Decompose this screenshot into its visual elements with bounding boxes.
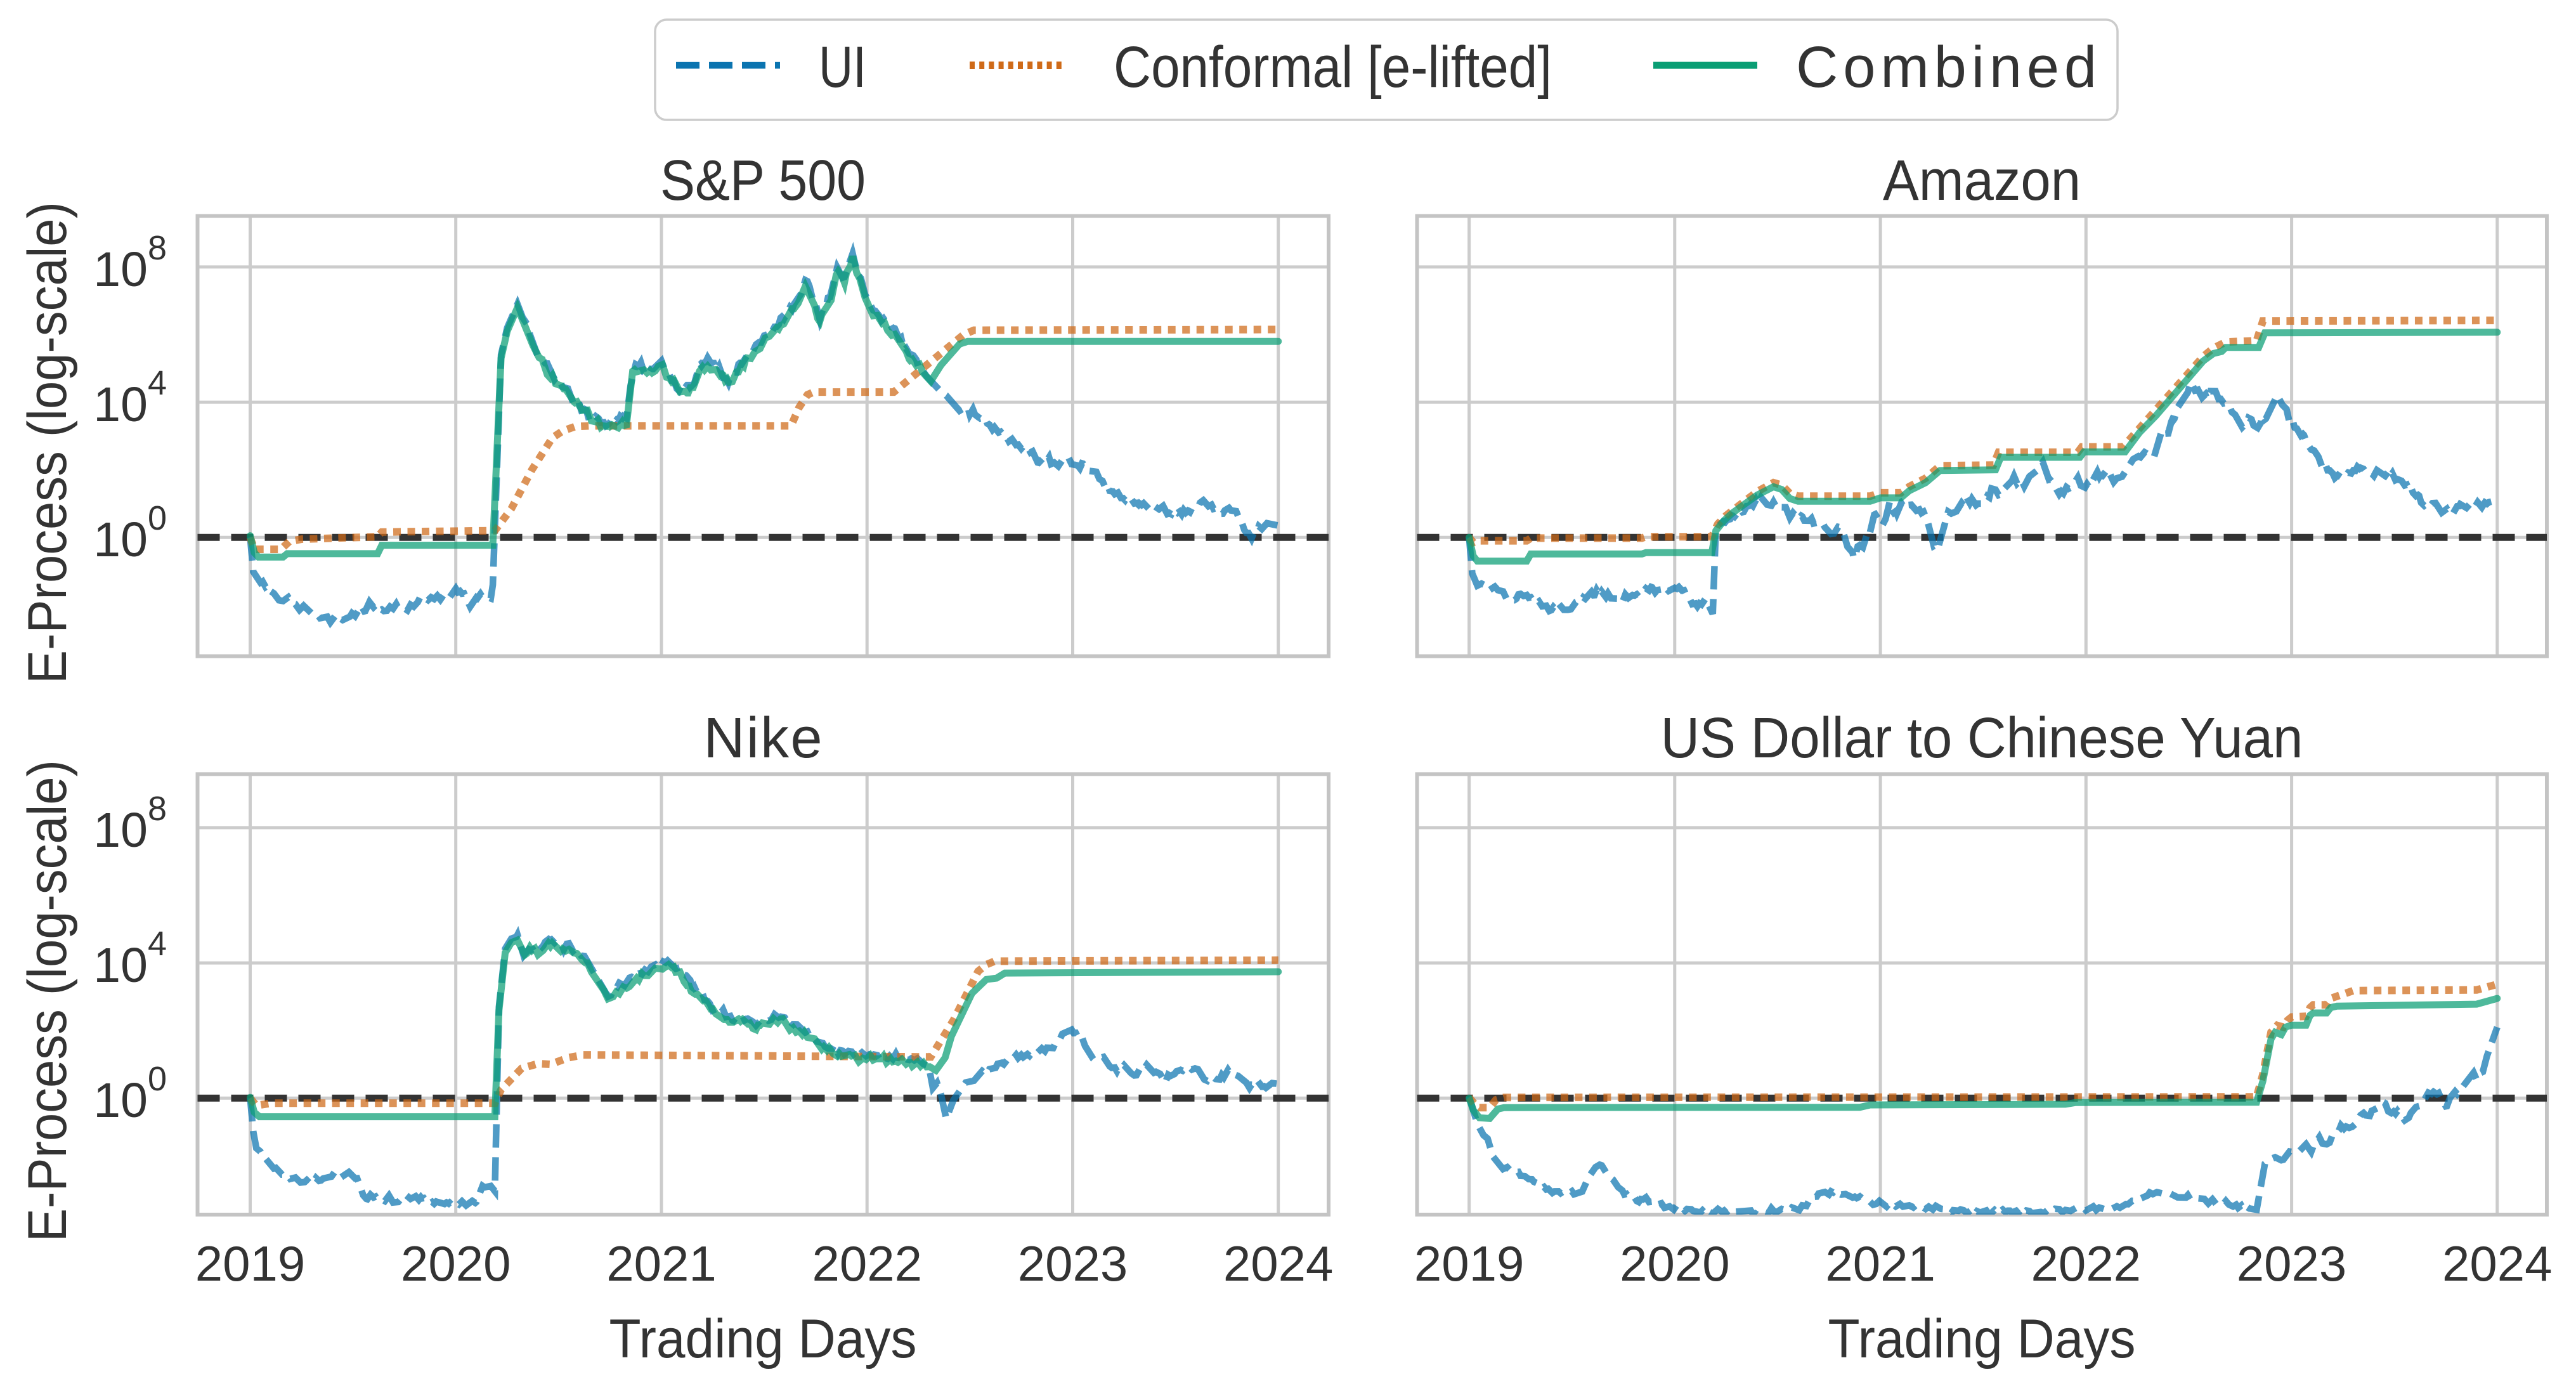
svg-text:2020: 2020 <box>401 1236 511 1291</box>
svg-text:Trading Days: Trading Days <box>1828 1309 2136 1369</box>
svg-text:Trading Days: Trading Days <box>609 1309 917 1369</box>
svg-text:E-Process (log-scale): E-Process (log-scale) <box>17 760 78 1242</box>
svg-text:S&P 500: S&P 500 <box>660 149 866 212</box>
svg-text:Nike: Nike <box>704 707 823 770</box>
svg-text:E-Process (log-scale): E-Process (log-scale) <box>17 202 78 684</box>
svg-text:2023: 2023 <box>2237 1236 2347 1291</box>
svg-text:Conformal [e-lifted]: Conformal [e-lifted] <box>1114 35 1552 100</box>
svg-text:2024: 2024 <box>1223 1236 1334 1291</box>
svg-text:2023: 2023 <box>1018 1236 1128 1291</box>
svg-text:Combined: Combined <box>1796 35 2097 100</box>
svg-text:2021: 2021 <box>1825 1236 1935 1291</box>
svg-text:Amazon: Amazon <box>1883 149 2081 212</box>
svg-text:US Dollar to Chinese Yuan: US Dollar to Chinese Yuan <box>1661 707 2303 770</box>
svg-text:2021: 2021 <box>606 1236 717 1291</box>
svg-text:2019: 2019 <box>1414 1236 1525 1291</box>
svg-text:2022: 2022 <box>812 1236 922 1291</box>
svg-text:2019: 2019 <box>195 1236 306 1291</box>
svg-text:2020: 2020 <box>1620 1236 1730 1291</box>
svg-text:2022: 2022 <box>2031 1236 2142 1291</box>
svg-text:2024: 2024 <box>2442 1236 2553 1291</box>
svg-text:UI: UI <box>819 35 866 100</box>
